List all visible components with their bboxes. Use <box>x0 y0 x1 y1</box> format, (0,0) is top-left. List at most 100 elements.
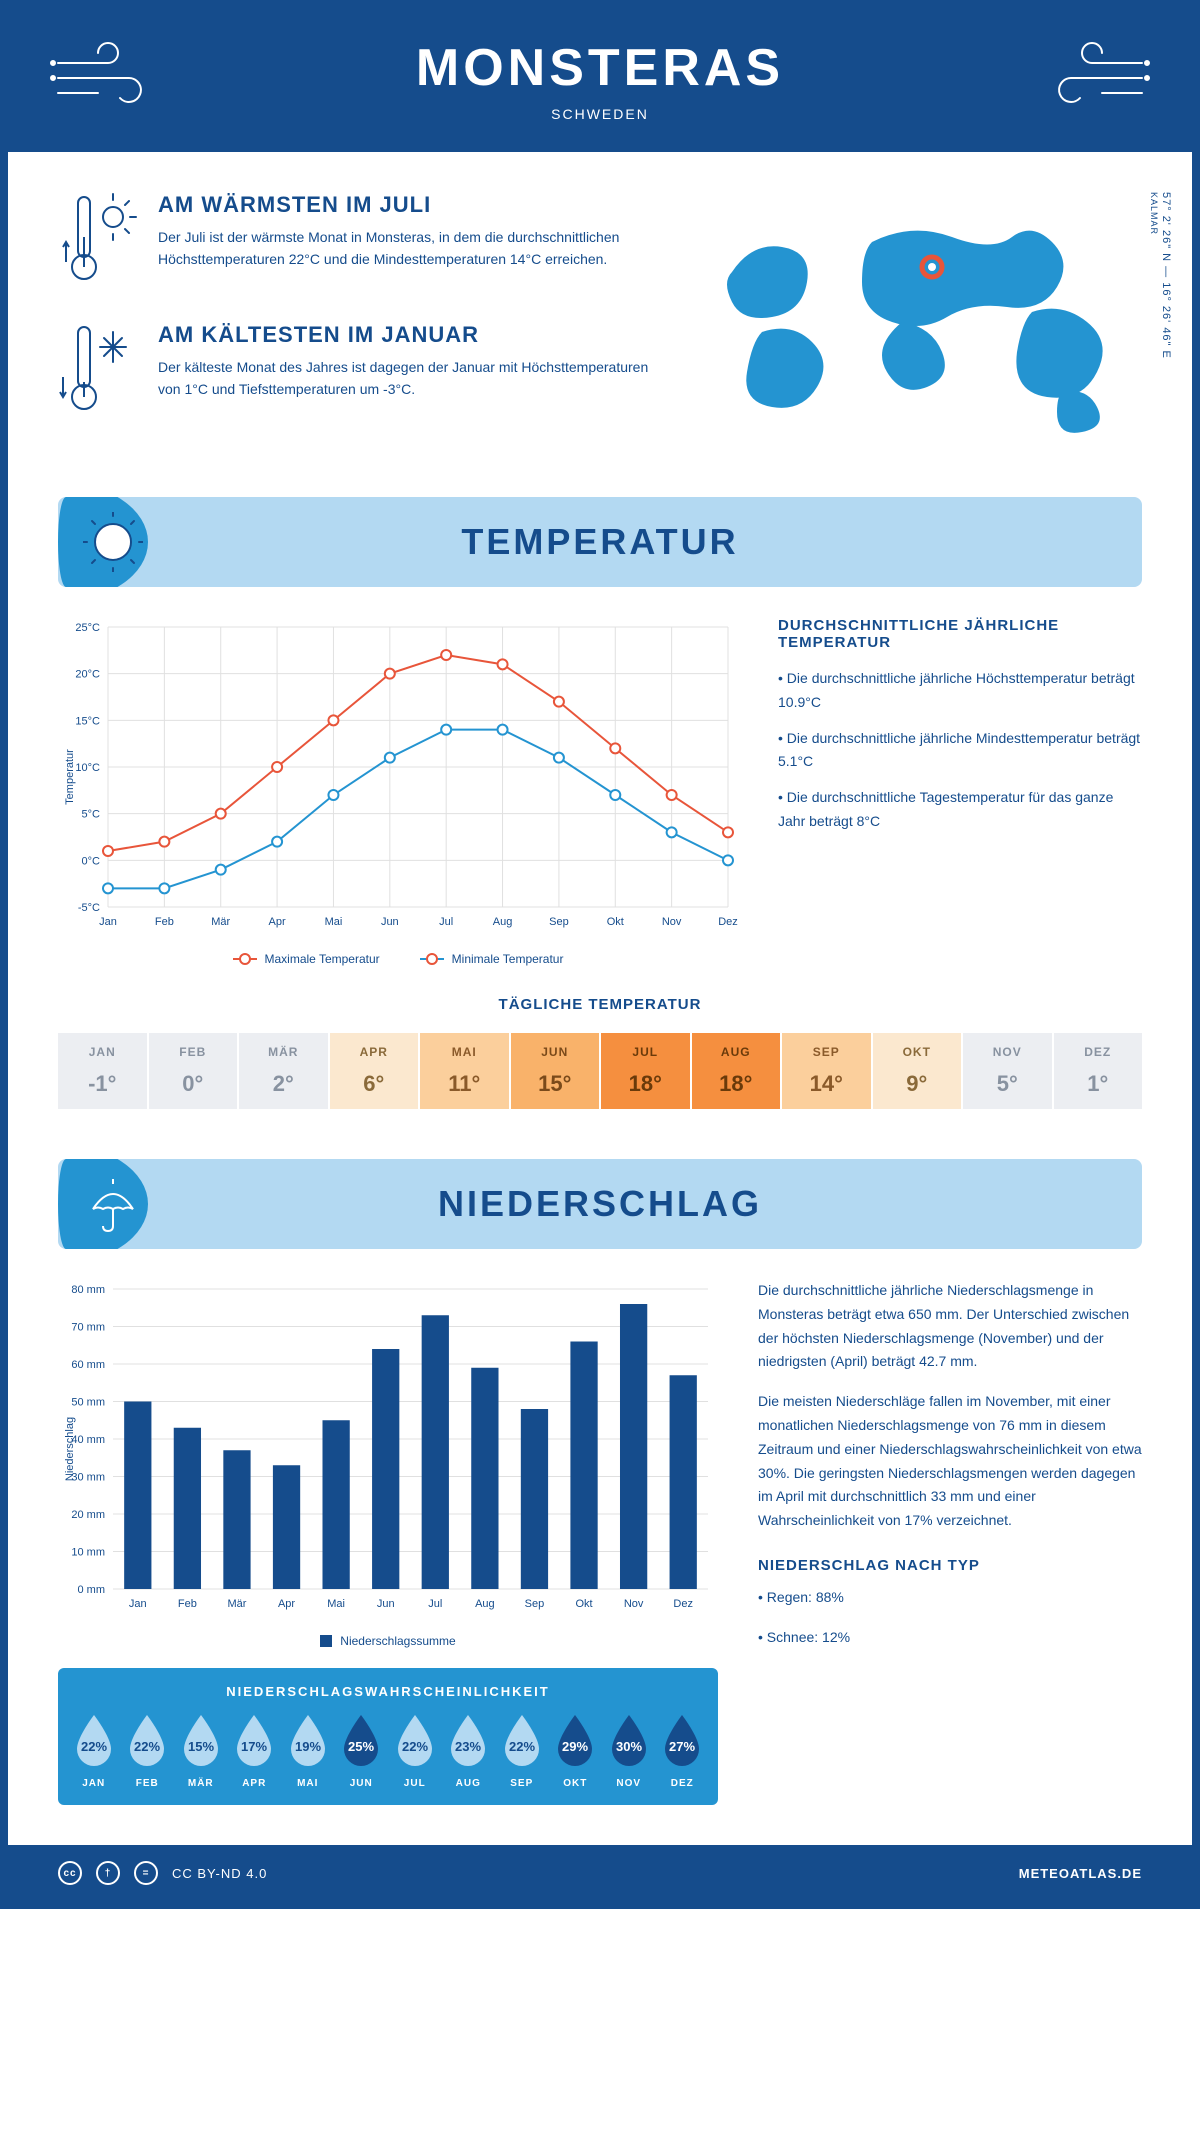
daily-cell: NOV5° <box>963 1033 1052 1109</box>
daily-temperature-table: JAN-1°FEB0°MÄR2°APR6°MAI11°JUN15°JUL18°A… <box>58 1033 1142 1109</box>
svg-text:29%: 29% <box>562 1739 588 1754</box>
svg-text:Mär: Mär <box>227 1598 246 1610</box>
svg-text:Aug: Aug <box>493 916 513 928</box>
precip-snow: • Schnee: 12% <box>758 1626 1142 1650</box>
svg-text:Sep: Sep <box>549 916 569 928</box>
svg-text:22%: 22% <box>402 1739 428 1754</box>
daily-cell: JUN15° <box>511 1033 600 1109</box>
daily-cell: FEB0° <box>149 1033 238 1109</box>
annual-high: • Die durchschnittliche jährliche Höchst… <box>778 667 1142 715</box>
svg-text:Okt: Okt <box>607 916 624 928</box>
by-icon: † <box>96 1861 120 1885</box>
annual-avg: • Die durchschnittliche Tagestemperatur … <box>778 786 1142 834</box>
svg-text:-5°C: -5°C <box>78 902 100 914</box>
precip-rain: • Regen: 88% <box>758 1586 1142 1610</box>
license-text: CC BY-ND 4.0 <box>172 1866 267 1881</box>
temperature-legend: .legend-mark:nth-child(1)::after{border-… <box>58 952 738 966</box>
svg-text:Dez: Dez <box>673 1598 693 1610</box>
coldest-text: Der kälteste Monat des Jahres ist dagege… <box>158 356 662 401</box>
sun-icon <box>83 512 143 572</box>
svg-text:Sep: Sep <box>525 1598 545 1610</box>
svg-text:Mai: Mai <box>325 916 343 928</box>
daily-cell: DEZ1° <box>1054 1033 1143 1109</box>
warmest-text: Der Juli ist der wärmste Monat in Monste… <box>158 226 662 271</box>
site-name: METEOATLAS.DE <box>1019 1866 1142 1881</box>
coldest-title: AM KÄLTESTEN IM JANUAR <box>158 322 662 348</box>
svg-text:Jan: Jan <box>129 1598 147 1610</box>
probability-drop: 25%JUN <box>336 1713 388 1789</box>
precipitation-section-header: NIEDERSCHLAG <box>58 1159 1142 1249</box>
probability-drop: 22%SEP <box>496 1713 548 1789</box>
svg-text:25°C: 25°C <box>75 622 100 634</box>
svg-text:Jun: Jun <box>377 1598 395 1610</box>
svg-text:23%: 23% <box>455 1739 481 1754</box>
probability-drop: 29%OKT <box>550 1713 602 1789</box>
cc-icon: cc <box>58 1861 82 1885</box>
temperature-line-chart: -5°C0°C5°C10°C15°C20°C25°CJanFebMärAprMa… <box>58 617 738 937</box>
nd-icon: = <box>134 1861 158 1885</box>
precipitation-title: NIEDERSCHLAG <box>438 1183 762 1225</box>
daily-cell: MÄR2° <box>239 1033 328 1109</box>
probability-drop: 23%AUG <box>443 1713 495 1789</box>
svg-text:Temperatur: Temperatur <box>64 749 76 805</box>
annual-temp-title: DURCHSCHNITTLICHE JÄHRLICHE TEMPERATUR <box>778 617 1142 651</box>
probability-drop: 30%NOV <box>603 1713 655 1789</box>
svg-text:Apr: Apr <box>278 1598 295 1610</box>
svg-text:30 mm: 30 mm <box>71 1472 105 1484</box>
probability-title: NIEDERSCHLAGSWAHRSCHEINLICHKEIT <box>68 1684 708 1699</box>
svg-text:40 mm: 40 mm <box>71 1434 105 1446</box>
svg-text:0 mm: 0 mm <box>78 1584 106 1596</box>
umbrella-icon <box>83 1174 143 1234</box>
page-footer: cc † = CC BY-ND 4.0 METEOATLAS.DE <box>8 1845 1192 1901</box>
warmest-block: AM WÄRMSTEN IM JULI Der Juli ist der wär… <box>58 192 662 292</box>
daily-cell: AUG18° <box>692 1033 781 1109</box>
warmest-title: AM WÄRMSTEN IM JULI <box>158 192 662 218</box>
wind-icon-right <box>1042 38 1152 108</box>
probability-drop: 17%APR <box>229 1713 281 1789</box>
svg-text:22%: 22% <box>509 1739 535 1754</box>
thermometer-hot-icon <box>58 192 138 292</box>
coldest-block: AM KÄLTESTEN IM JANUAR Der kälteste Mona… <box>58 322 662 422</box>
probability-drop: 15%MÄR <box>175 1713 227 1789</box>
svg-text:Niederschlag: Niederschlag <box>64 1417 76 1481</box>
svg-text:50 mm: 50 mm <box>71 1397 105 1409</box>
precipitation-legend: Niederschlagssumme <box>58 1634 718 1648</box>
wind-icon-left <box>48 38 158 108</box>
daily-cell: MAI11° <box>420 1033 509 1109</box>
daily-cell: JUL18° <box>601 1033 690 1109</box>
page-header: MONSTERAS SCHWEDEN <box>8 8 1192 152</box>
svg-text:Aug: Aug <box>475 1598 495 1610</box>
svg-text:70 mm: 70 mm <box>71 1322 105 1334</box>
world-map: 57° 2' 26" N — 16° 26' 46" EKALMAR <box>702 192 1142 457</box>
daily-cell: SEP14° <box>782 1033 871 1109</box>
svg-text:17%: 17% <box>241 1739 267 1754</box>
temperature-title: TEMPERATUR <box>461 521 738 563</box>
svg-text:10°C: 10°C <box>75 762 100 774</box>
svg-text:Jan: Jan <box>99 916 117 928</box>
precipitation-bar-chart: 0 mm10 mm20 mm30 mm40 mm50 mm60 mm70 mm8… <box>58 1279 718 1619</box>
annual-low: • Die durchschnittliche jährliche Mindes… <box>778 727 1142 775</box>
svg-text:25%: 25% <box>348 1739 374 1754</box>
svg-text:10 mm: 10 mm <box>71 1547 105 1559</box>
svg-text:22%: 22% <box>134 1739 160 1754</box>
svg-text:Jul: Jul <box>439 916 453 928</box>
page-title: MONSTERAS <box>28 38 1172 98</box>
svg-text:Apr: Apr <box>269 916 286 928</box>
svg-text:0°C: 0°C <box>82 855 101 867</box>
svg-text:20°C: 20°C <box>75 669 100 681</box>
daily-cell: APR6° <box>330 1033 419 1109</box>
thermometer-cold-icon <box>58 322 138 422</box>
precipitation-probability-box: NIEDERSCHLAGSWAHRSCHEINLICHKEIT 22%JAN 22… <box>58 1668 718 1805</box>
svg-text:60 mm: 60 mm <box>71 1359 105 1371</box>
svg-text:Nov: Nov <box>624 1598 644 1610</box>
svg-text:15%: 15% <box>188 1739 214 1754</box>
probability-drop: 22%JAN <box>68 1713 120 1789</box>
svg-text:15°C: 15°C <box>75 715 100 727</box>
svg-text:20 mm: 20 mm <box>71 1509 105 1521</box>
probability-drop: 27%DEZ <box>657 1713 709 1789</box>
daily-temp-title: TÄGLICHE TEMPERATUR <box>58 996 1142 1013</box>
daily-cell: OKT9° <box>873 1033 962 1109</box>
svg-text:27%: 27% <box>669 1739 695 1754</box>
svg-text:Dez: Dez <box>718 916 738 928</box>
svg-text:Feb: Feb <box>155 916 174 928</box>
